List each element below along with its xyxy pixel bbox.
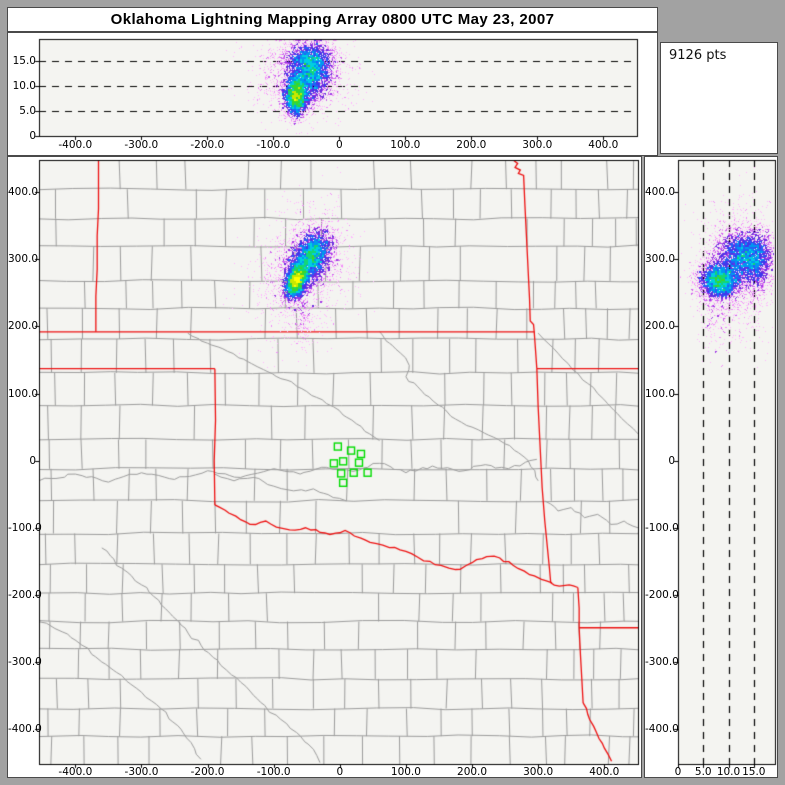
y-tick-label: 200.0 (645, 320, 676, 333)
y-tick-label: 200.0 (8, 320, 39, 333)
y-tick-label: 0 (29, 130, 36, 142)
x-tick-label: 400.0 (589, 766, 620, 778)
x-tick-label: -300.0 (124, 766, 159, 778)
x-tick-label: -300.0 (124, 139, 159, 151)
y-tick-label: 100.0 (645, 387, 676, 400)
y-tick-label: -300.0 (8, 655, 42, 668)
y-tick-label: 400.0 (8, 186, 39, 199)
y-tick-label: -200.0 (645, 588, 679, 601)
y-tick-label: 0 (668, 454, 675, 467)
y-tick-label: 300.0 (645, 253, 676, 266)
x-tick-label: -400.0 (58, 139, 93, 151)
x-tick-label: -100.0 (256, 139, 291, 151)
x-tick-label: -200.0 (190, 766, 225, 778)
altitude-ns-panel: 400.0 300.0 200.0 100.0 0 -100.0 -200.0 -300.0 -… (644, 156, 778, 778)
x-tick-label: 300.0 (522, 139, 553, 151)
y-tick-label: -200.0 (8, 588, 42, 601)
y-tick-label: 10.0 (12, 80, 36, 93)
x-tick-label: 0 (335, 139, 343, 151)
x-tick-label: 0 (674, 766, 682, 778)
y-tick-label: -100.0 (8, 521, 42, 534)
x-tick-label: 300.0 (523, 766, 554, 778)
x-tick-label: 0 (336, 766, 344, 778)
y-tick-label: 15.0 (12, 55, 36, 68)
altitude-ew-plot-canvas[interactable] (8, 33, 657, 155)
x-tick-label: 15.0 (742, 766, 766, 778)
y-tick-label: 5.0 (19, 105, 36, 118)
y-tick-label: 400.0 (645, 186, 676, 199)
x-tick-label: 200.0 (457, 766, 488, 778)
altitude-ns-plot-canvas[interactable] (645, 157, 777, 777)
y-tick-label: 0 (29, 454, 36, 467)
point-count-label: 9126 pts (669, 48, 727, 63)
stats-panel: 9126 pts (660, 42, 778, 154)
x-tick-label: 5.0 (694, 766, 712, 778)
x-tick-label: -400.0 (58, 766, 93, 778)
plan-map-plot-canvas[interactable] (8, 157, 641, 777)
y-tick-label: 100.0 (8, 387, 39, 400)
plan-map-panel: 400.0 300.0 200.0 100.0 0 -100.0 -200.0 -300.0 -… (7, 156, 642, 778)
window-title: Oklahoma Lightning Mapping Array 0800 UT… (7, 7, 658, 32)
y-tick-label: 300.0 (8, 253, 39, 266)
y-tick-label: -400.0 (8, 723, 42, 736)
x-tick-label: 10.0 (716, 766, 741, 778)
x-tick-label: 200.0 (456, 139, 487, 151)
x-tick-label: -100.0 (256, 766, 291, 778)
x-tick-label: -200.0 (190, 139, 225, 151)
x-tick-label: 400.0 (588, 139, 619, 151)
altitude-ew-panel: 15.0 10.0 5.0 0 -400.0 -300.0 -200.0 -100.0 0 100… (7, 32, 658, 156)
x-tick-label: 100.0 (390, 766, 421, 778)
y-tick-label: -400.0 (645, 723, 679, 736)
x-tick-label: 100.0 (390, 139, 421, 151)
y-tick-label: -100.0 (645, 521, 679, 534)
y-tick-label: -300.0 (645, 655, 679, 668)
